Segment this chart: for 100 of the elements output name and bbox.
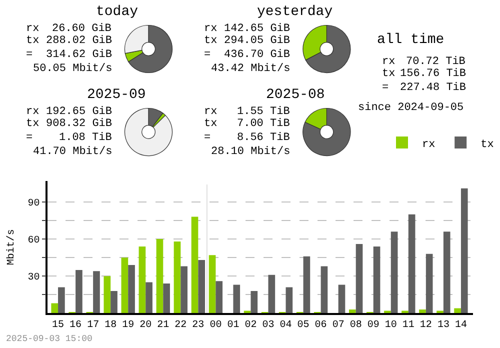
text: 8.56 TiB [237, 132, 290, 144]
text: 2025-09-03 15:00 [6, 334, 92, 344]
x-tick-label: 23 [192, 320, 204, 331]
bar [419, 309, 426, 314]
chart-title: today [96, 4, 138, 20]
x-tick-label: 18 [104, 320, 117, 331]
bar [198, 260, 206, 314]
x-tick-label: 10 [384, 320, 397, 331]
text: 28.10 Mbit/s [211, 146, 290, 158]
x-tick-label: 03 [262, 320, 274, 331]
x-tick-label: 02 [244, 320, 257, 331]
text: 908.32 GiB [46, 118, 112, 130]
text: tx [204, 35, 218, 47]
text: = [382, 82, 389, 94]
bar [208, 255, 216, 314]
text: 1.55 TiB [237, 106, 290, 118]
text: = [26, 132, 33, 144]
bar [426, 254, 433, 314]
y-tick-label: 60 [28, 236, 40, 247]
text: 436.70 GiB [224, 49, 290, 61]
text: tx [204, 118, 218, 130]
text: since 2024-09-05 [358, 102, 464, 114]
bar [104, 276, 111, 314]
bar [320, 266, 328, 314]
text: 50.05 Mbit/s [33, 63, 112, 75]
text: = [204, 49, 211, 61]
chart-title: 2025-09 [87, 87, 146, 103]
x-tick-label: 14 [454, 320, 467, 331]
text: 41.70 Mbit/s [33, 146, 112, 158]
y-tick-label: 30 [28, 272, 40, 284]
text: 26.60 GiB [52, 23, 112, 35]
text: tx [382, 68, 396, 80]
donut-slice [302, 108, 351, 156]
bar [128, 265, 135, 314]
bar [268, 274, 276, 314]
x-tick-label: 13 [437, 320, 450, 331]
chart-title: 2025-08 [266, 87, 325, 103]
text: rx [26, 106, 40, 118]
bar [286, 287, 293, 314]
bar [191, 216, 198, 314]
text: 43.42 Mbit/s [211, 63, 290, 75]
bar [460, 188, 468, 314]
x-tick-label: 20 [140, 320, 152, 331]
text: 156.76 TiB [400, 68, 466, 80]
text: 314.62 GiB [46, 49, 112, 61]
text: tx [26, 118, 40, 130]
bar [76, 270, 82, 314]
x-tick-label: 06 [314, 320, 327, 331]
bar [58, 287, 65, 314]
x-tick-label: 05 [297, 320, 310, 331]
legend-label: rx [422, 138, 436, 151]
y-axis-title: Mbit/s [5, 229, 18, 266]
bar [390, 232, 398, 314]
text: 294.05 GiB [224, 35, 290, 47]
bar [138, 246, 146, 314]
x-tick-label: 04 [280, 320, 292, 331]
text: rx [204, 23, 218, 35]
bar [163, 284, 170, 314]
x-tick-label: 22 [174, 320, 187, 331]
x-tick-label: 08 [350, 320, 362, 331]
text: 227.48 TiB [400, 82, 466, 94]
bar [402, 310, 408, 314]
x-tick-label: 00 [210, 320, 222, 331]
donut-slice [124, 108, 173, 156]
bar [373, 246, 380, 314]
text: = [26, 49, 33, 61]
text: 70.72 TiB [406, 56, 466, 68]
x-tick-label: 17 [87, 320, 100, 331]
bar [51, 303, 58, 314]
chart-title: yesterday [257, 4, 333, 20]
bar [349, 309, 356, 314]
x-tick-label: 15 [52, 320, 64, 331]
x-tick-label: 09 [367, 320, 380, 331]
bar [338, 284, 346, 314]
text: rx [204, 106, 218, 118]
donut-slice [305, 24, 351, 74]
bar [146, 282, 152, 314]
text: rx [382, 56, 396, 68]
text: 192.65 GiB [46, 106, 112, 118]
bar [156, 239, 164, 314]
bar [303, 256, 310, 314]
bar [121, 258, 128, 314]
x-tick-label: 16 [70, 320, 82, 331]
text: rx [26, 23, 40, 35]
text: tx [26, 35, 40, 47]
bar [93, 271, 100, 314]
bar [174, 242, 181, 314]
bar [408, 214, 416, 314]
legend-label: tx [480, 138, 494, 151]
x-tick-label: 12 [420, 320, 432, 331]
bar [356, 244, 363, 314]
y-tick-label: 90 [28, 198, 40, 210]
bar [233, 284, 240, 314]
donut-slice [128, 24, 173, 74]
bar [216, 281, 223, 314]
text: 7.00 TiB [237, 118, 290, 130]
x-tick-label: 01 [227, 320, 240, 331]
bar [180, 266, 188, 314]
x-tick-label: 11 [402, 320, 414, 331]
x-tick-label: 21 [157, 320, 170, 331]
